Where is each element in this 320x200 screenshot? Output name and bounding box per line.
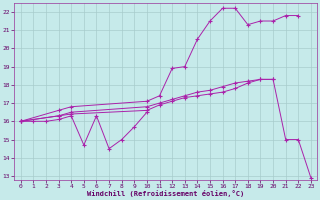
X-axis label: Windchill (Refroidissement éolien,°C): Windchill (Refroidissement éolien,°C) <box>87 190 244 197</box>
